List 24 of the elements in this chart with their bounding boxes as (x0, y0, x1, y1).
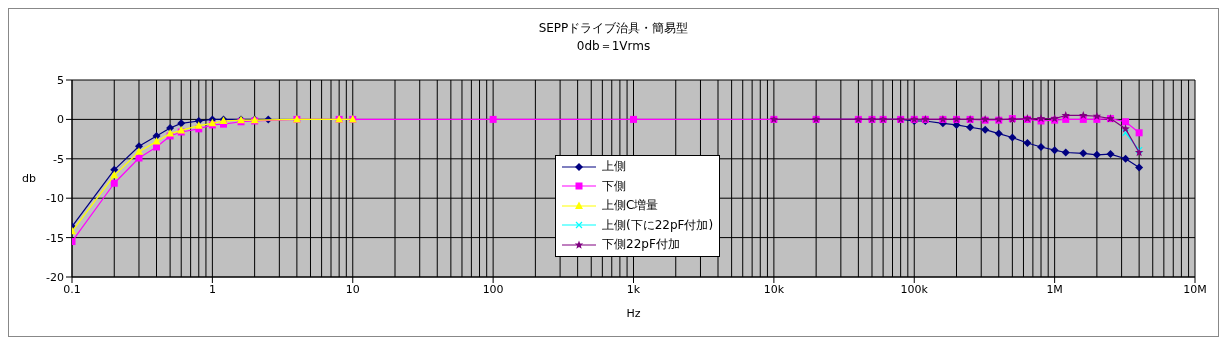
x-tick-label: 0.1 (63, 282, 81, 296)
x-tick-label: 1k (626, 282, 641, 296)
chart-subtitle: 0db＝1Vrms (575, 38, 652, 55)
x-tick-label: 100k (900, 282, 929, 296)
y-axis-title: db (22, 172, 36, 186)
y-tick-label: -20 (46, 270, 64, 284)
x-tick-label: 1M (1046, 282, 1063, 296)
legend-label: 下側22pF付加 (602, 236, 680, 254)
y-tick-label: 5 (57, 73, 64, 87)
legend-label: 上側C増量 (602, 197, 659, 215)
x-tick-label: 10 (345, 282, 360, 296)
x-tick-label: 10M (1183, 282, 1207, 296)
x-tick-label: 1 (208, 282, 216, 296)
x-tick-label: 10k (763, 282, 785, 296)
x-axis-title: Hz (626, 307, 641, 320)
legend-label: 上側(下に22pF付加) (602, 216, 714, 234)
legend-label: 下側 (602, 177, 626, 195)
y-tick-label: -5 (53, 152, 64, 166)
x-tick-label: 100 (482, 282, 504, 296)
y-tick-label: -10 (46, 192, 64, 206)
y-tick-label: -15 (46, 231, 64, 245)
y-tick-label: 0 (57, 113, 64, 127)
legend-label: 上側 (602, 158, 626, 176)
chart-title: SEPPドライブ治具・簡易型 (537, 20, 690, 37)
